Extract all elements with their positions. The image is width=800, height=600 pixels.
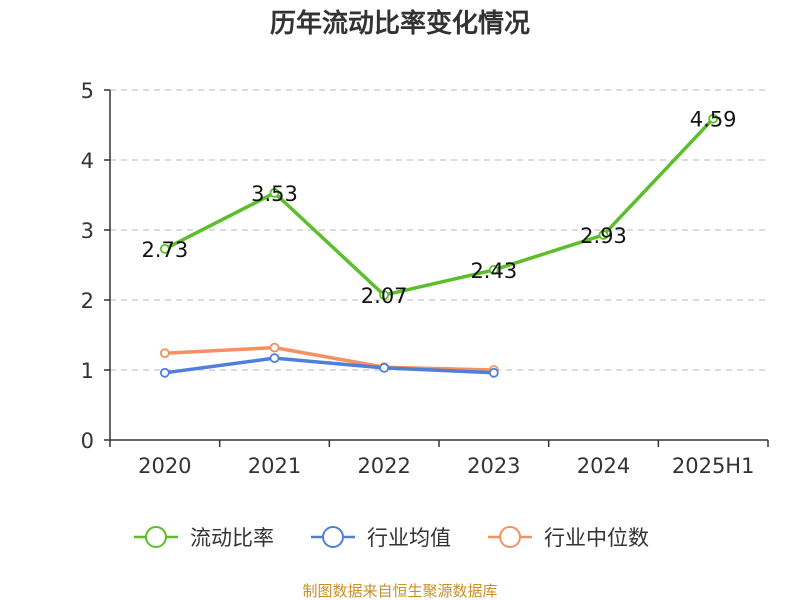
legend-item[interactable]: 流动比率 — [134, 526, 274, 550]
legend-item[interactable]: 行业中位数 — [488, 526, 649, 550]
y-tick-label: 3 — [81, 219, 94, 243]
data-label: 2.93 — [580, 224, 627, 248]
x-tick-label: 2021 — [248, 454, 301, 478]
data-point — [159, 367, 170, 378]
x-tick-label: 2024 — [577, 454, 630, 478]
data-point — [379, 290, 390, 301]
data-label: 2.07 — [361, 284, 408, 308]
y-tick-label: 0 — [81, 429, 94, 453]
legend-marker-icon — [322, 526, 344, 548]
data-point — [379, 362, 390, 373]
legend-label: 行业均值 — [367, 526, 451, 550]
x-tick-label: 2022 — [357, 454, 410, 478]
data-label: 4.59 — [690, 108, 737, 132]
data-point — [598, 229, 609, 240]
data-point — [269, 353, 280, 364]
legend-marker-icon — [499, 526, 521, 548]
data-point — [269, 342, 280, 353]
data-label: 2.73 — [141, 238, 188, 262]
legend-label: 行业中位数 — [544, 526, 649, 550]
y-tick-label: 5 — [81, 79, 94, 103]
legend-label: 流动比率 — [190, 526, 274, 550]
x-tick-label: 2020 — [138, 454, 191, 478]
source-note: 制图数据来自恒生聚源数据库 — [302, 582, 497, 600]
series-0 — [159, 113, 719, 301]
y-tick-label: 2 — [81, 289, 94, 313]
x-tick-label: 2025H1 — [672, 454, 755, 478]
data-label: 2.43 — [470, 259, 517, 283]
chart-title: 历年流动比率变化情况 — [270, 8, 530, 39]
data-point — [269, 187, 280, 198]
grid-lines — [110, 89, 768, 371]
data-labels: 2.73 3.53 2.07 2.43 2.93 4.59 — [141, 108, 736, 308]
series-line — [163, 116, 715, 297]
y-tick-label: 4 — [81, 149, 94, 173]
axes: 0 1 2 3 4 5 2020 2021 2022 2023 2024 2025H1 — [81, 79, 769, 478]
data-label: 3.53 — [251, 182, 298, 206]
series-1 — [159, 353, 499, 378]
legend-item[interactable]: 行业均值 — [311, 526, 451, 550]
legend-marker-icon — [145, 526, 167, 548]
data-point — [488, 264, 499, 275]
legend[interactable]: 流动比率 行业均值 行业中位数 — [134, 526, 649, 550]
data-point — [708, 113, 719, 124]
data-point — [488, 367, 499, 378]
series-line — [163, 356, 496, 375]
x-tick-label: 2023 — [467, 454, 520, 478]
y-tick-label: 1 — [81, 359, 94, 383]
data-point — [159, 243, 170, 254]
data-point — [159, 348, 170, 359]
series-layer — [159, 113, 719, 378]
